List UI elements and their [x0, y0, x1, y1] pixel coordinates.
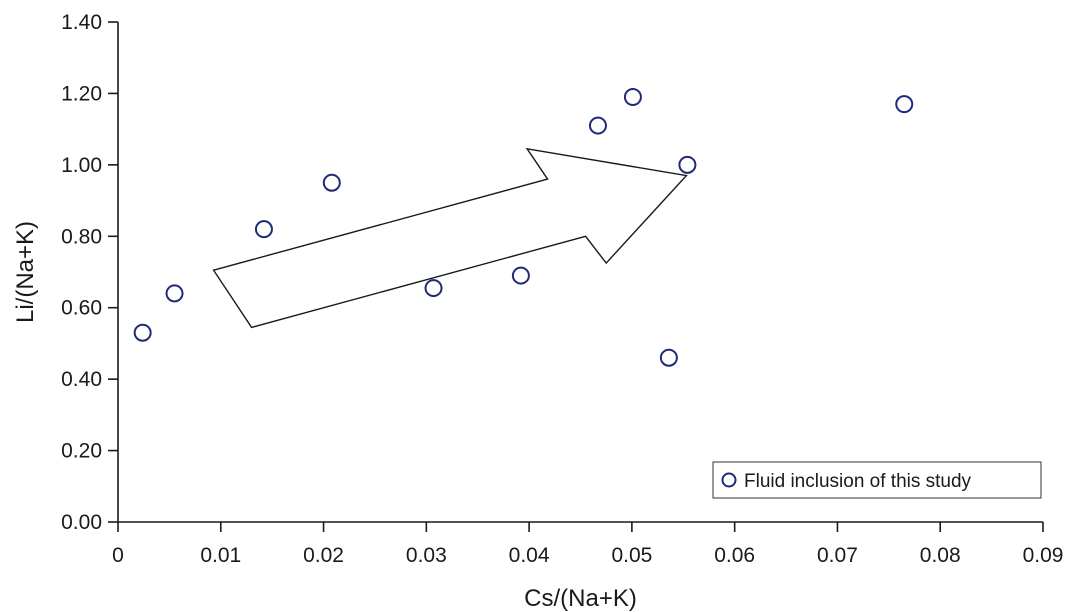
axes: [117, 22, 1043, 523]
y-tick-label: 0.20: [61, 440, 102, 463]
data-point: [254, 220, 273, 239]
data-point: [895, 95, 914, 114]
y-tick-label: 1.20: [61, 82, 102, 105]
x-tick-label: 0.05: [611, 544, 652, 567]
x-tick-label: 0.01: [200, 544, 241, 567]
x-tick-label: 0.06: [714, 544, 755, 567]
legend-box: [712, 461, 1042, 499]
legend: Fluid inclusion of this study: [712, 461, 1042, 499]
data-point: [659, 348, 678, 367]
trend-arrow: [212, 147, 688, 329]
data-point: [588, 116, 607, 135]
x-tick-label: 0.04: [509, 544, 550, 567]
y-tick-label: 1.40: [61, 11, 102, 34]
legend-label: Fluid inclusion of this study: [744, 471, 972, 492]
y-tick-label: 0.40: [61, 368, 102, 391]
data-point: [424, 279, 443, 298]
y-axis-title: Li/(Na+K): [12, 221, 39, 323]
y-tick-label: 1.00: [61, 154, 102, 177]
data-point: [322, 173, 341, 192]
x-tick-label: 0.07: [817, 544, 858, 567]
x-tick-label: 0.08: [920, 544, 961, 567]
data-point: [678, 155, 697, 174]
data-point: [623, 88, 642, 106]
x-tick-label: 0.03: [406, 544, 447, 567]
y-tick-label: 0.60: [61, 297, 102, 320]
y-tick-label: 0.00: [61, 511, 102, 534]
data-point: [133, 323, 152, 342]
x-tick-label: 0.09: [1023, 544, 1064, 567]
x-tick-label: 0: [112, 544, 124, 567]
legend-marker: [721, 472, 737, 488]
y-tick-label: 0.80: [61, 225, 102, 248]
data-point: [165, 284, 184, 303]
data-point: [511, 266, 530, 285]
x-tick-label: 0.02: [303, 544, 344, 567]
x-axis-title: Cs/(Na+K): [524, 585, 637, 612]
